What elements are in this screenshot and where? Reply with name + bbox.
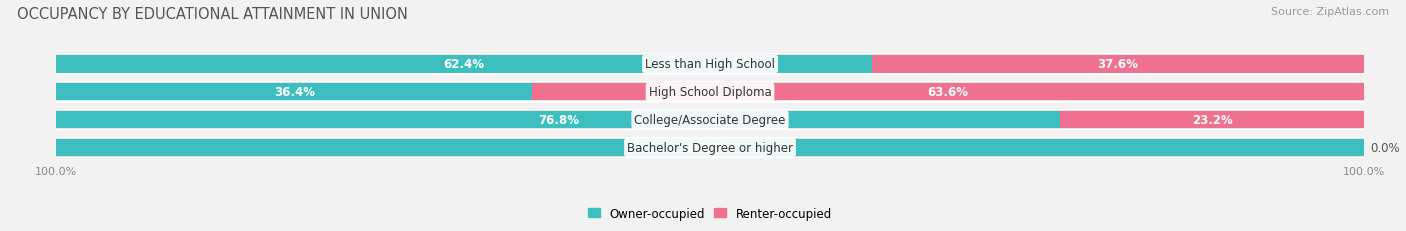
Text: 37.6%: 37.6%: [1098, 58, 1139, 71]
Text: Bachelor's Degree or higher: Bachelor's Degree or higher: [627, 141, 793, 154]
Bar: [56, 138, 1364, 157]
Text: 63.6%: 63.6%: [928, 86, 969, 99]
Bar: [56, 139, 1364, 156]
Bar: [56, 84, 533, 101]
Bar: [56, 111, 1364, 130]
Text: OCCUPANCY BY EDUCATIONAL ATTAINMENT IN UNION: OCCUPANCY BY EDUCATIONAL ATTAINMENT IN U…: [17, 7, 408, 22]
Text: College/Associate Degree: College/Associate Degree: [634, 114, 786, 127]
Bar: [56, 56, 872, 73]
Text: 36.4%: 36.4%: [274, 86, 315, 99]
Bar: [56, 83, 1364, 102]
Bar: [872, 56, 1364, 73]
Bar: [56, 82, 1364, 103]
Bar: [533, 84, 1364, 101]
Bar: [56, 112, 1060, 129]
Bar: [56, 137, 1364, 158]
Bar: [56, 109, 1364, 131]
Bar: [1060, 112, 1364, 129]
Text: 0.0%: 0.0%: [1371, 141, 1400, 154]
Bar: [56, 54, 1364, 75]
Legend: Owner-occupied, Renter-occupied: Owner-occupied, Renter-occupied: [583, 202, 837, 225]
Text: 76.8%: 76.8%: [538, 114, 579, 127]
Text: 62.4%: 62.4%: [444, 58, 485, 71]
Text: 23.2%: 23.2%: [1192, 114, 1233, 127]
Text: Less than High School: Less than High School: [645, 58, 775, 71]
Text: High School Diploma: High School Diploma: [648, 86, 772, 99]
Text: 100.0%: 100.0%: [686, 141, 734, 154]
Bar: [56, 55, 1364, 74]
Text: Source: ZipAtlas.com: Source: ZipAtlas.com: [1271, 7, 1389, 17]
